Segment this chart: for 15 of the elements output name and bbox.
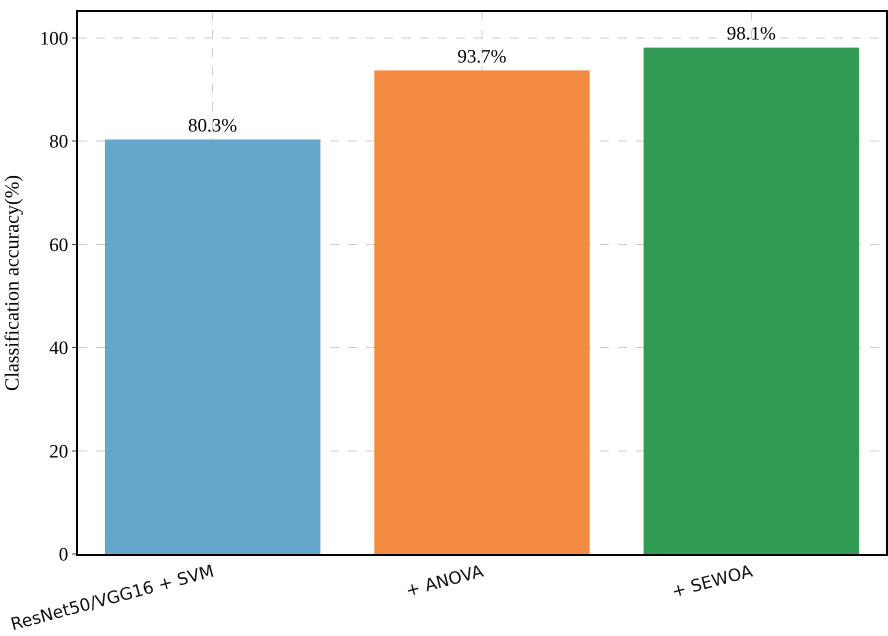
data-label: 80.3%	[188, 116, 238, 136]
x-tick-label: + SEWOA	[670, 562, 756, 602]
y-tick-label: 80	[49, 132, 68, 153]
bar	[644, 48, 860, 554]
y-tick-label: 100	[40, 28, 68, 50]
bar	[374, 70, 590, 554]
data-label: 98.1%	[726, 24, 776, 45]
y-tick-label: 60	[49, 234, 68, 256]
y-tick-label: 40	[49, 338, 68, 360]
x-tick-label: + ANOVA	[404, 562, 486, 602]
y-tick-label: 0	[58, 544, 68, 566]
y-axis-title: Classification accuracy(%)	[2, 174, 24, 392]
data-label: 93.7%	[457, 46, 507, 68]
y-tick-label: 20	[49, 441, 68, 462]
bar	[104, 140, 320, 554]
